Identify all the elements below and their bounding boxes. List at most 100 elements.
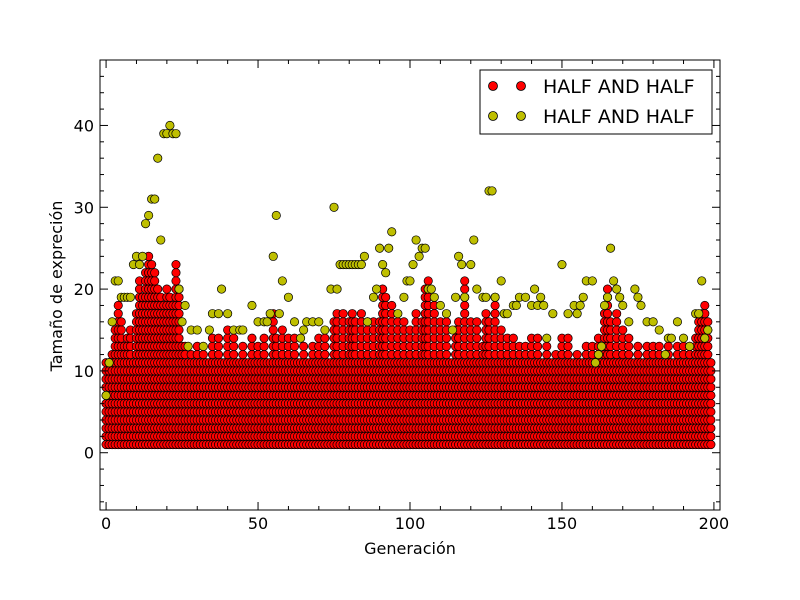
data-point-series-1	[563, 333, 573, 343]
data-point-series-2	[426, 284, 436, 294]
data-point-series-2	[165, 120, 175, 130]
points-layer	[101, 120, 716, 450]
data-point-series-1	[612, 317, 622, 327]
data-point-series-2	[180, 300, 190, 310]
data-point-series-1	[563, 341, 573, 351]
y-tick-label: 0	[84, 444, 94, 463]
data-point-series-1	[441, 333, 452, 343]
data-point-series-1	[490, 300, 500, 310]
data-point-series-1	[213, 333, 224, 343]
data-point-series-2	[672, 317, 682, 327]
data-point-series-2	[223, 309, 233, 319]
data-point-series-2	[213, 309, 224, 319]
data-point-series-2	[466, 259, 476, 270]
data-point-series-1	[229, 341, 239, 351]
data-point-series-2	[384, 243, 394, 253]
data-point-series-2	[289, 317, 300, 327]
data-point-series-1	[706, 415, 716, 425]
data-point-series-1	[706, 407, 716, 417]
data-point-series-2	[192, 325, 202, 335]
y-tick-label: 40	[74, 116, 94, 135]
data-point-series-1	[289, 349, 300, 360]
data-point-series-2	[636, 300, 646, 310]
data-point-series-1	[381, 292, 391, 302]
data-point-series-2	[204, 325, 214, 335]
data-point-series-2	[359, 251, 369, 261]
data-point-series-2	[496, 276, 506, 286]
data-point-series-1	[247, 333, 257, 343]
data-point-series-1	[150, 268, 160, 278]
data-point-series-1	[277, 325, 287, 335]
data-point-series-2	[548, 309, 558, 319]
data-point-series-2	[271, 210, 281, 220]
data-point-series-1	[703, 341, 713, 351]
data-point-series-1	[213, 341, 224, 351]
data-point-series-2	[393, 309, 403, 319]
data-point-series-2	[368, 292, 379, 302]
data-point-series-2	[381, 268, 391, 278]
data-point-series-2	[697, 276, 707, 286]
data-point-series-2	[612, 284, 622, 294]
data-point-series-2	[414, 251, 424, 261]
data-point-series-1	[706, 423, 716, 433]
data-point-series-1	[268, 325, 278, 335]
data-point-series-1	[706, 431, 716, 441]
data-point-series-1	[171, 268, 181, 278]
data-point-series-2	[268, 251, 278, 261]
data-point-series-1	[460, 300, 470, 310]
data-point-series-1	[490, 309, 500, 319]
data-point-series-2	[596, 341, 607, 351]
data-point-series-2	[144, 210, 154, 220]
data-point-series-1	[113, 300, 123, 310]
data-point-series-2	[107, 317, 117, 327]
data-point-series-1	[654, 341, 664, 351]
data-point-series-1	[356, 309, 366, 319]
data-point-series-1	[706, 382, 716, 392]
data-point-series-2	[320, 325, 330, 335]
data-point-series-1	[116, 325, 126, 335]
data-point-series-1	[198, 349, 208, 360]
y-tick-label: 30	[74, 198, 94, 217]
data-point-series-1	[612, 309, 622, 319]
data-point-series-2	[599, 300, 610, 310]
legend-marker-red-2	[516, 81, 526, 91]
data-point-series-1	[259, 333, 269, 343]
data-point-series-2	[618, 300, 628, 310]
data-point-series-2	[153, 153, 163, 163]
data-point-series-2	[457, 259, 467, 270]
data-point-series-2	[654, 325, 664, 335]
x-tick-label: 0	[101, 514, 111, 533]
data-point-series-1	[533, 333, 543, 343]
data-point-series-1	[423, 276, 433, 286]
data-point-series-1	[533, 341, 543, 351]
data-point-series-1	[238, 349, 248, 360]
data-point-series-1	[460, 276, 470, 286]
data-point-series-2	[429, 292, 439, 302]
data-point-series-2	[454, 251, 464, 261]
data-point-series-2	[372, 284, 382, 294]
data-point-series-2	[332, 284, 342, 294]
data-point-series-2	[590, 358, 600, 368]
data-point-series-2	[356, 259, 366, 270]
data-point-series-2	[134, 259, 145, 270]
data-point-series-2	[156, 235, 166, 245]
data-point-series-1	[320, 341, 330, 351]
data-point-series-2	[277, 276, 287, 286]
data-point-series-1	[441, 317, 452, 327]
data-point-series-1	[338, 309, 348, 319]
data-point-series-1	[533, 349, 543, 360]
y-axis-label: Tamaño de expreción	[47, 201, 66, 373]
data-point-series-1	[174, 325, 184, 335]
data-point-series-1	[147, 259, 157, 270]
data-point-series-1	[706, 439, 716, 450]
data-point-series-2	[150, 194, 160, 204]
data-point-series-1	[706, 374, 716, 384]
data-point-series-1	[299, 349, 309, 360]
data-point-series-2	[435, 300, 445, 310]
data-point-series-2	[536, 292, 546, 302]
data-point-series-2	[138, 251, 148, 261]
data-point-series-1	[113, 309, 123, 319]
data-point-series-1	[411, 309, 421, 319]
data-point-series-2	[487, 186, 497, 196]
data-point-series-1	[496, 325, 506, 335]
